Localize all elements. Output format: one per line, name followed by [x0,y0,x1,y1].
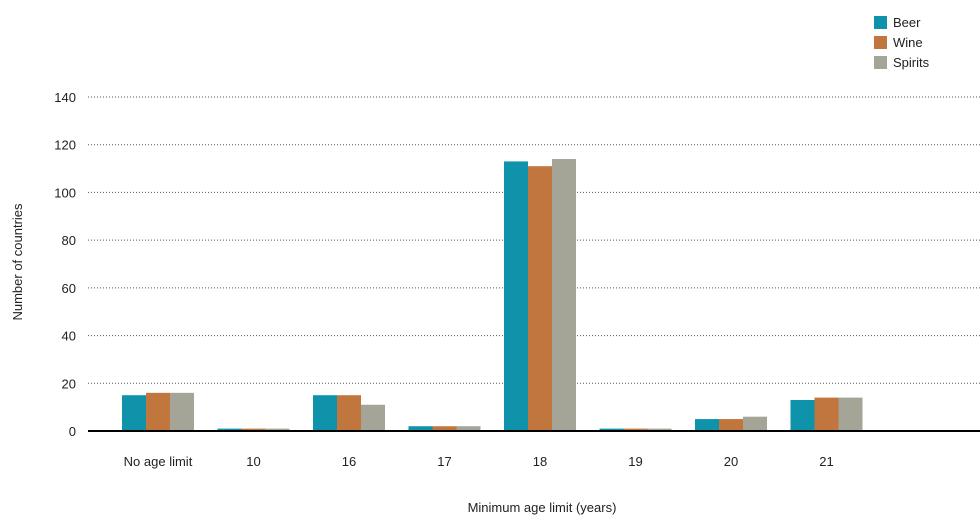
x-axis-ticks: No age limit 10 16 17 18 19 20 21 [124,454,834,469]
bar-spirits [170,392,194,431]
bar-spirits [456,426,481,431]
bar-beer [217,428,242,431]
bar-beer [599,428,624,431]
bar-wine [241,428,266,431]
bar-spirits [647,428,672,431]
bar-beer [408,426,433,431]
bar-beer [313,395,337,431]
x-axis-title: Minimum age limit (years) [468,500,617,515]
y-axis-ticks: 0 20 40 60 80 100 120 140 [54,90,76,439]
bar-wine [146,392,170,431]
x-tick-label: 20 [724,454,738,469]
legend-label: Spirits [893,55,930,70]
legend-swatch [874,36,887,49]
x-tick-label: 10 [246,454,260,469]
legend-swatch [874,56,887,69]
bar-spirits [361,404,385,431]
bar-spirits [743,416,767,431]
bar-spirits [265,428,290,431]
legend-label: Wine [893,35,923,50]
legend: Beer Wine Spirits [874,15,930,70]
y-tick-label: 40 [62,329,76,344]
bar-wine [528,166,552,431]
x-tick-label: 19 [628,454,642,469]
bars [122,159,863,431]
bar-beer [790,399,815,431]
y-tick-label: 80 [62,233,76,248]
bar-wine [432,426,457,431]
bar-spirits [838,397,863,431]
bar-wine [719,419,743,431]
x-tick-label: 16 [342,454,356,469]
bar-wine [623,428,648,431]
legend-swatch [874,16,887,29]
bar-spirits [552,159,576,431]
x-tick-label: 18 [533,454,547,469]
y-tick-label: 60 [62,281,76,296]
bar-beer [504,161,528,431]
y-axis-title: Number of countries [10,203,25,321]
x-tick-label: No age limit [124,454,193,469]
bar-wine [337,395,361,431]
y-tick-label: 100 [54,185,76,200]
y-tick-label: 20 [62,376,76,391]
y-tick-label: 0 [69,424,76,439]
bar-beer [122,395,146,431]
x-tick-label: 21 [819,454,833,469]
legend-label: Beer [893,15,921,30]
y-tick-label: 140 [54,90,76,105]
y-tick-label: 120 [54,138,76,153]
bar-wine [814,397,839,431]
bar-beer [695,419,719,431]
x-tick-label: 17 [437,454,451,469]
